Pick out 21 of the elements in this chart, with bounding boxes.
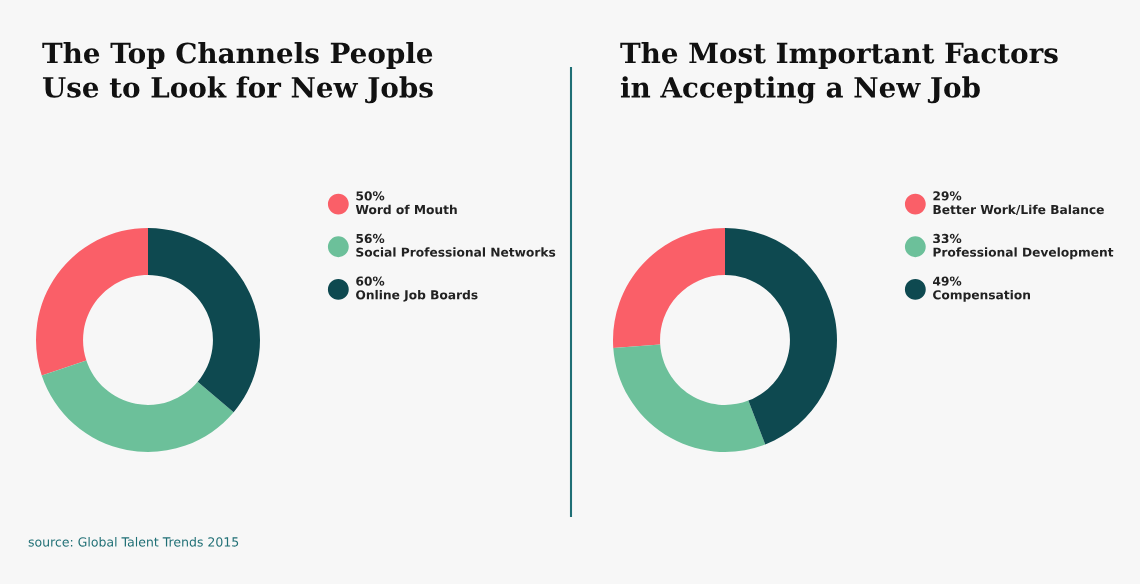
legend-label: Professional Development [933, 247, 1114, 260]
chart-title: The Top Channels People Use to Look for New Jobs [42, 42, 433, 104]
legend-label: Better Work/Life Balance [933, 204, 1104, 216]
donut-slice [36, 228, 148, 376]
data-label: 33% [933, 233, 962, 244]
donut-slice [613, 344, 766, 452]
data-label: 50% [356, 191, 385, 201]
legend-label: Compensation [933, 289, 1030, 302]
legend-label: Word of Mouth [355, 204, 457, 215]
legend-label: Online Job Boards [356, 289, 478, 302]
legend-label: Social Professional Networks [356, 247, 556, 257]
chart-title: The Most Important Factors in Accepting a New Job [620, 42, 1058, 104]
donut-slice [148, 228, 260, 413]
data-label: 29% [933, 191, 962, 201]
donut-slice [41, 360, 234, 452]
data-label: 49% [932, 276, 962, 286]
source-note: source: Global Talent Trends 2015 [28, 536, 239, 547]
donut-slice [613, 228, 725, 348]
data-label: 60% [356, 276, 385, 286]
data-label: 56% [356, 233, 385, 244]
donut-slice [725, 228, 837, 445]
